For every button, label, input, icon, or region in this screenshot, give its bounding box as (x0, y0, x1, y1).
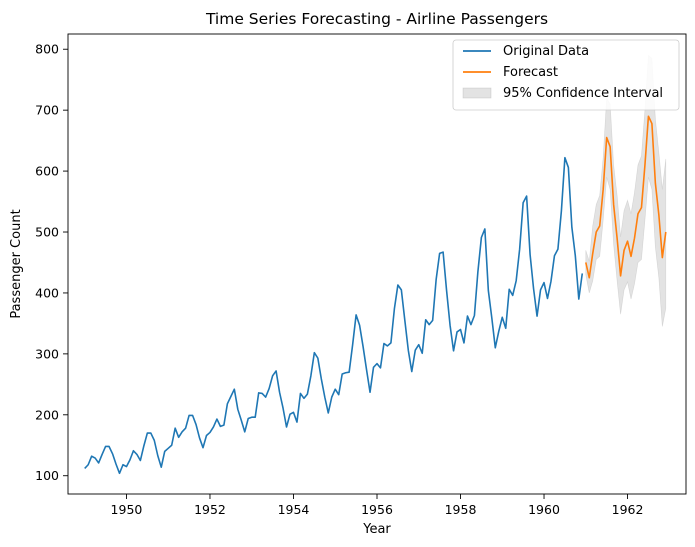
original-data-line (84, 156, 584, 475)
y-tick-label: 200 (35, 407, 59, 422)
y-tick-label: 300 (35, 346, 59, 361)
x-tick-label: 1962 (612, 502, 644, 517)
y-tick-label: 600 (35, 164, 59, 179)
y-tick-label: 800 (35, 42, 59, 57)
x-tick-label: 1958 (445, 502, 477, 517)
x-tick-label: 1952 (194, 502, 226, 517)
y-axis-label: Passenger Count (9, 209, 24, 318)
legend: Original Data Forecast 95% Confidence In… (452, 39, 680, 111)
chart-title: Time Series Forecasting - Airline Passen… (205, 10, 548, 28)
y-tick-label: 500 (35, 225, 59, 240)
y-axis: 100 200 300 400 500 600 700 800 (35, 42, 68, 483)
legend-label-original: Original Data (503, 44, 589, 59)
x-axis: 1950 1952 1954 1956 1958 1960 1962 (111, 494, 644, 517)
plot-area (84, 54, 667, 475)
legend-box (452, 39, 680, 111)
x-tick-label: 1954 (278, 502, 310, 517)
y-tick-label: 400 (35, 285, 59, 300)
y-tick-label: 100 (35, 468, 59, 483)
legend-swatch-interval (462, 87, 492, 99)
forecast-line (585, 115, 667, 279)
legend-label-interval: 95% Confidence Interval (503, 86, 663, 101)
x-tick-label: 1956 (361, 502, 393, 517)
x-tick-label: 1950 (111, 502, 143, 517)
x-tick-label: 1960 (528, 502, 560, 517)
x-axis-label: Year (362, 522, 391, 537)
legend-label-forecast: Forecast (503, 65, 558, 80)
confidence-interval-band (585, 54, 667, 327)
y-tick-label: 700 (35, 103, 59, 118)
